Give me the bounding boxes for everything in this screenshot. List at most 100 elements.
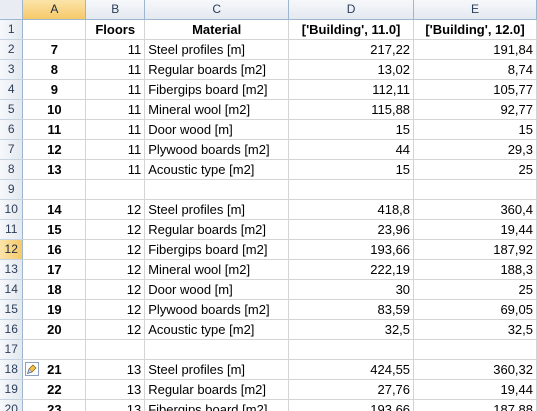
- row-header[interactable]: 18: [0, 359, 24, 380]
- cell[interactable]: 30: [288, 279, 415, 300]
- cell[interactable]: [22, 339, 87, 360]
- cell[interactable]: 7: [22, 39, 87, 60]
- cell[interactable]: 13,02: [288, 59, 415, 80]
- cell[interactable]: Steel profiles [m]: [144, 199, 290, 220]
- cell[interactable]: 15: [413, 119, 537, 140]
- cell[interactable]: 12: [22, 139, 87, 160]
- cell[interactable]: Regular boards [m2]: [144, 219, 290, 240]
- cell[interactable]: 10: [22, 99, 87, 120]
- row-header[interactable]: 17: [0, 339, 24, 360]
- row-header[interactable]: 6: [0, 119, 24, 140]
- row-header[interactable]: 10: [0, 199, 24, 220]
- cell[interactable]: [413, 339, 537, 360]
- cell[interactable]: 19,44: [413, 219, 537, 240]
- paintbrush-icon[interactable]: [25, 362, 40, 376]
- cell[interactable]: 25: [413, 279, 537, 300]
- cell[interactable]: 11: [85, 79, 146, 100]
- cell[interactable]: 9: [22, 79, 87, 100]
- cell[interactable]: 15: [288, 119, 415, 140]
- cell[interactable]: 23,96: [288, 219, 415, 240]
- row-header[interactable]: 9: [0, 179, 24, 200]
- cell[interactable]: 418,8: [288, 199, 415, 220]
- cell[interactable]: 12: [85, 219, 146, 240]
- cell[interactable]: 191,84: [413, 39, 537, 60]
- cell[interactable]: Plywood boards [m2]: [144, 299, 290, 320]
- cell[interactable]: Floors: [85, 19, 146, 40]
- cell[interactable]: [85, 339, 146, 360]
- cell[interactable]: 13: [85, 359, 146, 380]
- cell[interactable]: 187,88: [413, 399, 537, 411]
- row-header[interactable]: 19: [0, 379, 24, 400]
- cell[interactable]: Acoustic type [m2]: [144, 159, 290, 180]
- cell[interactable]: Fibergips board [m2]: [144, 399, 290, 411]
- cell[interactable]: [144, 179, 290, 200]
- cell[interactable]: 11: [85, 119, 146, 140]
- row-header[interactable]: 11: [0, 219, 24, 240]
- cell[interactable]: 360,4: [413, 199, 537, 220]
- cell[interactable]: 15: [22, 219, 87, 240]
- cell[interactable]: 17: [22, 259, 87, 280]
- cell[interactable]: [22, 19, 87, 40]
- cell[interactable]: 8,74: [413, 59, 537, 80]
- cell[interactable]: 32,5: [288, 319, 415, 340]
- cell[interactable]: 360,32: [413, 359, 537, 380]
- column-header-a[interactable]: A: [22, 0, 87, 20]
- row-header[interactable]: 12: [0, 239, 24, 260]
- row-header[interactable]: 15: [0, 299, 24, 320]
- cell[interactable]: Mineral wool [m2]: [144, 259, 290, 280]
- row-header[interactable]: 14: [0, 279, 24, 300]
- row-header[interactable]: 4: [0, 79, 24, 100]
- cell[interactable]: 12: [85, 259, 146, 280]
- cell[interactable]: 19,44: [413, 379, 537, 400]
- cell[interactable]: 29,3: [413, 139, 537, 160]
- cell[interactable]: 32,5: [413, 319, 537, 340]
- row-header[interactable]: 3: [0, 59, 24, 80]
- cell[interactable]: 22: [22, 379, 87, 400]
- cell[interactable]: [22, 179, 87, 200]
- cell[interactable]: 13: [22, 159, 87, 180]
- cell[interactable]: 92,77: [413, 99, 537, 120]
- cell[interactable]: 13: [85, 379, 146, 400]
- cell[interactable]: [413, 179, 537, 200]
- cell[interactable]: 14: [22, 199, 87, 220]
- cell[interactable]: 11: [85, 99, 146, 120]
- column-header-b[interactable]: B: [85, 0, 146, 20]
- row-header[interactable]: 7: [0, 139, 24, 160]
- cell[interactable]: 11: [85, 59, 146, 80]
- cell[interactable]: Regular boards [m2]: [144, 379, 290, 400]
- cell[interactable]: 27,76: [288, 379, 415, 400]
- row-header[interactable]: 8: [0, 159, 24, 180]
- cell[interactable]: 105,77: [413, 79, 537, 100]
- cell[interactable]: 188,3: [413, 259, 537, 280]
- cell[interactable]: 12: [85, 279, 146, 300]
- cell[interactable]: 23: [22, 399, 87, 411]
- cell[interactable]: Plywood boards [m2]: [144, 139, 290, 160]
- cell[interactable]: 193,66: [288, 399, 415, 411]
- cell[interactable]: 11: [85, 139, 146, 160]
- cell[interactable]: 424,55: [288, 359, 415, 380]
- cell[interactable]: Fibergips board [m2]: [144, 239, 290, 260]
- row-header[interactable]: 5: [0, 99, 24, 120]
- row-header[interactable]: 13: [0, 259, 24, 280]
- column-header-d[interactable]: D: [288, 0, 415, 20]
- cell[interactable]: 12: [85, 299, 146, 320]
- cell[interactable]: Regular boards [m2]: [144, 59, 290, 80]
- cell[interactable]: 44: [288, 139, 415, 160]
- cell[interactable]: 11: [22, 119, 87, 140]
- column-header-e[interactable]: E: [413, 0, 537, 20]
- cell[interactable]: 112,11: [288, 79, 415, 100]
- cell[interactable]: 15: [288, 159, 415, 180]
- cell[interactable]: Acoustic type [m2]: [144, 319, 290, 340]
- cell[interactable]: 11: [85, 159, 146, 180]
- cell[interactable]: 83,59: [288, 299, 415, 320]
- cell[interactable]: Door wood [m]: [144, 119, 290, 140]
- cell[interactable]: Fibergips board [m2]: [144, 79, 290, 100]
- cell[interactable]: 12: [85, 319, 146, 340]
- row-header[interactable]: 16: [0, 319, 24, 340]
- cell[interactable]: 20: [22, 319, 87, 340]
- cell[interactable]: ['Building', 12.0]: [413, 19, 537, 40]
- row-header[interactable]: 2: [0, 39, 24, 60]
- cell[interactable]: 21: [22, 359, 87, 380]
- cell[interactable]: 18: [22, 279, 87, 300]
- cell[interactable]: Mineral wool [m2]: [144, 99, 290, 120]
